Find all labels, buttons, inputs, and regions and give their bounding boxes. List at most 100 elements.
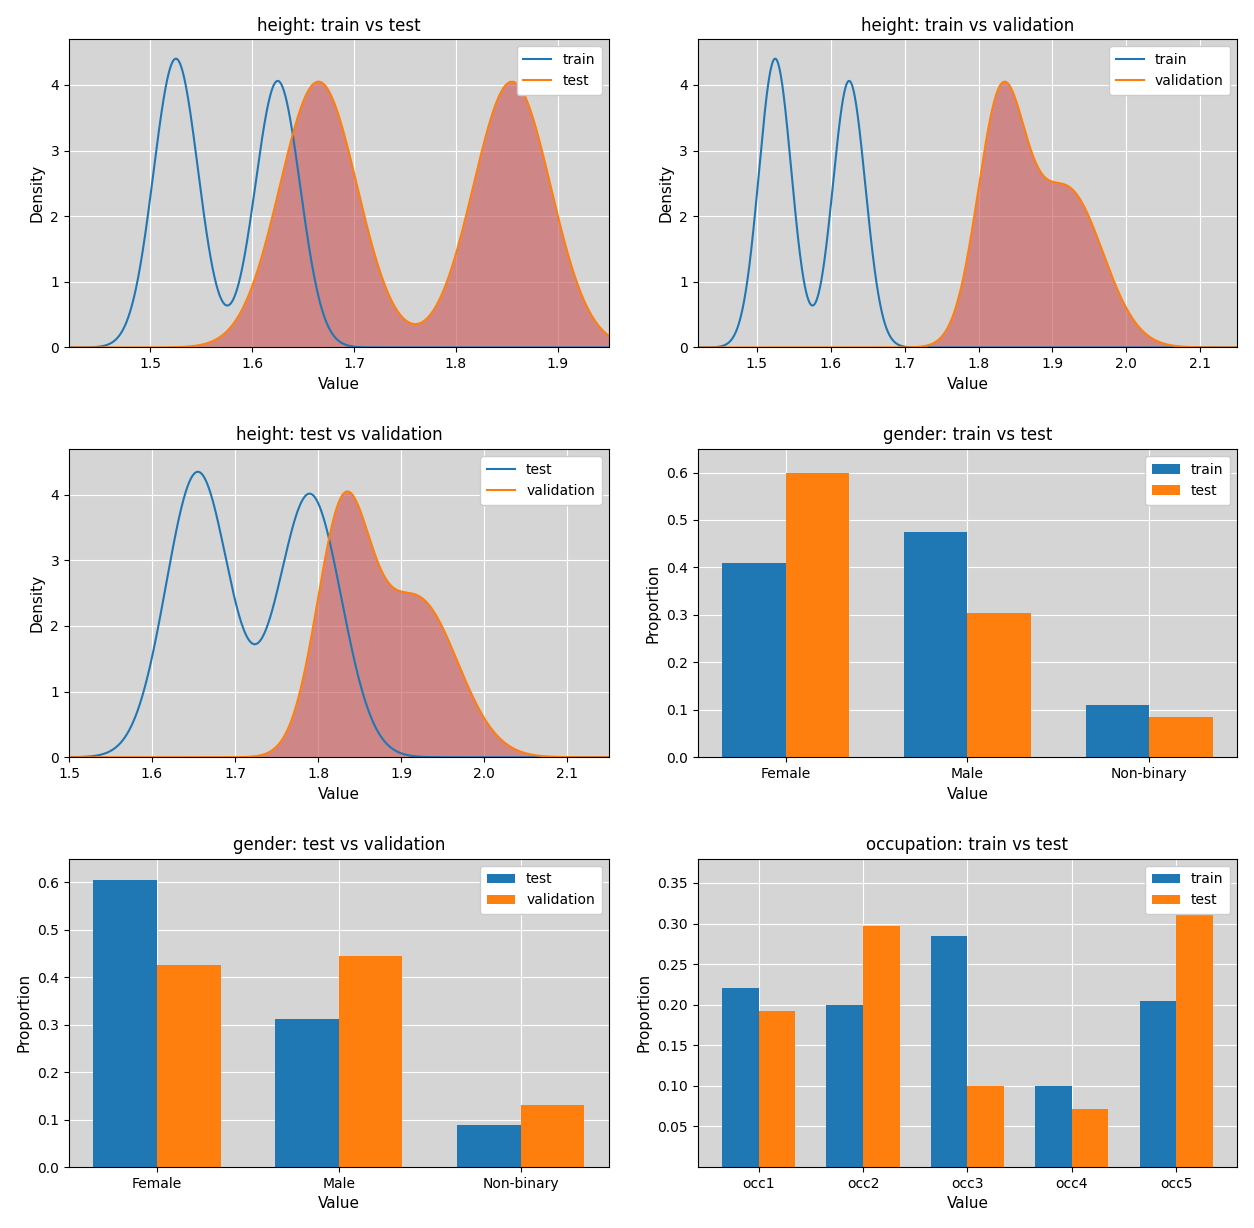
Title: height: train vs validation: height: train vs validation [860, 17, 1075, 34]
X-axis label: Value: Value [317, 1196, 360, 1211]
Bar [1140, 1001, 1176, 1167]
Bar [967, 613, 1031, 758]
train [1115, 340, 1130, 355]
test [191, 464, 206, 479]
Title: occupation: train vs test: occupation: train vs test [867, 836, 1068, 855]
Legend: test, validation: test, validation [480, 866, 602, 915]
test [325, 90, 340, 104]
Bar [1086, 705, 1149, 758]
Title: gender: train vs test: gender: train vs test [883, 426, 1052, 445]
Legend: train, validation: train, validation [1109, 45, 1230, 95]
test [601, 750, 616, 765]
X-axis label: Value: Value [947, 1196, 988, 1211]
validation [586, 750, 601, 765]
validation [89, 750, 104, 765]
train [1214, 340, 1229, 355]
Y-axis label: Proportion: Proportion [646, 564, 661, 642]
validation [953, 285, 968, 300]
test [89, 340, 104, 355]
Legend: test, validation: test, validation [480, 456, 602, 505]
Y-axis label: Proportion: Proportion [637, 974, 652, 1052]
test [586, 750, 601, 765]
test [586, 311, 601, 325]
test [487, 750, 502, 765]
Legend: train, test: train, test [1145, 866, 1230, 915]
Y-axis label: Proportion: Proportion [16, 974, 31, 1052]
Bar [967, 1086, 1004, 1167]
Line: train: train [697, 59, 1238, 348]
test [61, 340, 76, 355]
train [586, 340, 601, 355]
validation [1214, 340, 1229, 355]
X-axis label: Value: Value [947, 377, 988, 392]
Bar [275, 1018, 339, 1167]
Y-axis label: Density: Density [30, 165, 45, 222]
X-axis label: Value: Value [947, 787, 988, 802]
Bar [722, 989, 759, 1167]
X-axis label: Value: Value [317, 787, 360, 802]
Bar [904, 532, 967, 758]
test [586, 750, 601, 765]
test [487, 101, 502, 115]
train [89, 340, 104, 355]
validation [601, 750, 616, 765]
test [310, 75, 325, 90]
test [325, 543, 340, 558]
validation [1115, 293, 1130, 308]
Legend: train, test: train, test [1145, 456, 1230, 505]
Legend: train, test: train, test [517, 45, 602, 95]
train [168, 52, 183, 66]
train [767, 52, 782, 66]
Line: train: train [69, 59, 608, 348]
Bar [456, 1125, 520, 1167]
Bar [1036, 1086, 1072, 1167]
train [325, 325, 340, 340]
validation [1214, 340, 1229, 355]
train [953, 340, 968, 355]
Bar [930, 936, 967, 1167]
test [311, 74, 326, 88]
train [601, 340, 616, 355]
validation [1230, 340, 1245, 355]
Bar [520, 1105, 584, 1167]
Bar [1149, 717, 1213, 758]
validation [586, 750, 601, 765]
validation [717, 340, 732, 355]
Bar [786, 473, 849, 758]
train [310, 285, 325, 300]
Line: test: test [69, 81, 608, 348]
Y-axis label: Density: Density [30, 573, 45, 632]
Bar [863, 926, 899, 1167]
validation [340, 484, 355, 499]
train [938, 340, 953, 355]
Bar [157, 965, 221, 1167]
test [310, 494, 325, 508]
test [61, 750, 76, 765]
validation [690, 340, 705, 355]
Bar [1072, 1109, 1109, 1167]
X-axis label: Value: Value [317, 377, 360, 392]
validation [487, 725, 502, 739]
train [1230, 340, 1245, 355]
train [717, 338, 732, 352]
Bar [722, 562, 786, 758]
Bar [759, 1011, 795, 1167]
train [1214, 340, 1229, 355]
Y-axis label: Density: Density [658, 165, 673, 222]
train [487, 340, 502, 355]
Line: validation: validation [697, 81, 1238, 348]
validation [310, 597, 325, 612]
Line: test: test [69, 472, 608, 758]
Title: height: test vs validation: height: test vs validation [236, 426, 443, 445]
Bar [339, 955, 403, 1167]
Bar [1176, 887, 1213, 1167]
train [586, 340, 601, 355]
validation [324, 521, 339, 535]
Line: validation: validation [69, 491, 608, 758]
train [690, 340, 705, 355]
validation [938, 324, 953, 339]
test [601, 328, 616, 343]
validation [997, 74, 1012, 88]
Bar [826, 1005, 863, 1167]
Bar [94, 880, 157, 1167]
